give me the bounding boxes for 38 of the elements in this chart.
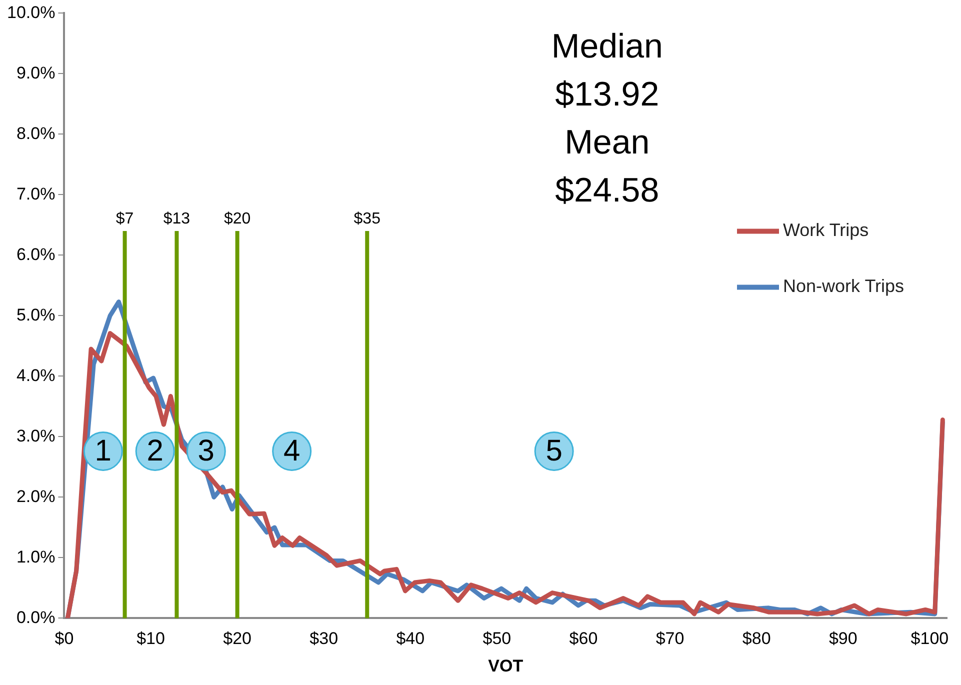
annotation: $24.58: [555, 172, 660, 210]
y-tick-label: 5.0%: [16, 305, 56, 324]
legend-label: Non-work Trips: [783, 276, 904, 296]
y-tick-label: 3.0%: [16, 426, 56, 446]
y-tick-label: 9.0%: [16, 63, 56, 82]
y-tick-label: 0.0%: [16, 608, 56, 627]
x-tick-label: $10: [136, 629, 165, 648]
y-tick-label: 10.0%: [7, 2, 56, 22]
x-tick-label: $100: [910, 629, 949, 648]
legend-label: Work Trips: [783, 220, 869, 240]
x-tick-label: $30: [310, 629, 338, 648]
x-tick-label: $50: [482, 629, 512, 648]
x-tick-label: $40: [396, 629, 425, 648]
annotation: 1: [94, 434, 112, 468]
y-tick-label: 6.0%: [16, 244, 56, 264]
ref-line-label: $13: [163, 210, 190, 228]
annotation: 5: [546, 434, 562, 468]
x-tick-label: $20: [223, 629, 252, 648]
ref-line-label: $7: [116, 210, 134, 228]
y-tick-label: 7.0%: [16, 184, 56, 204]
y-tick-label: 4.0%: [16, 366, 56, 385]
y-tick-label: 8.0%: [16, 124, 56, 143]
x-axis-title: VOT: [488, 656, 524, 676]
x-tick-label: $90: [828, 629, 858, 648]
ref-line-label: $35: [354, 210, 381, 228]
annotation: Mean: [564, 124, 650, 162]
x-tick-label: $60: [569, 629, 598, 648]
annotation: 2: [146, 434, 164, 468]
annotation: 3: [198, 434, 214, 468]
y-tick-label: 2.0%: [16, 486, 56, 506]
x-tick-label: $0: [54, 629, 74, 648]
x-tick-label: $70: [656, 629, 684, 648]
ref-line-label: $20: [224, 210, 251, 228]
annotation: $13.92: [555, 76, 660, 114]
annotation: Median: [551, 28, 663, 66]
x-tick-label: $80: [742, 629, 771, 648]
y-tick-label: 1.0%: [16, 547, 56, 566]
annotation: 4: [283, 434, 300, 468]
